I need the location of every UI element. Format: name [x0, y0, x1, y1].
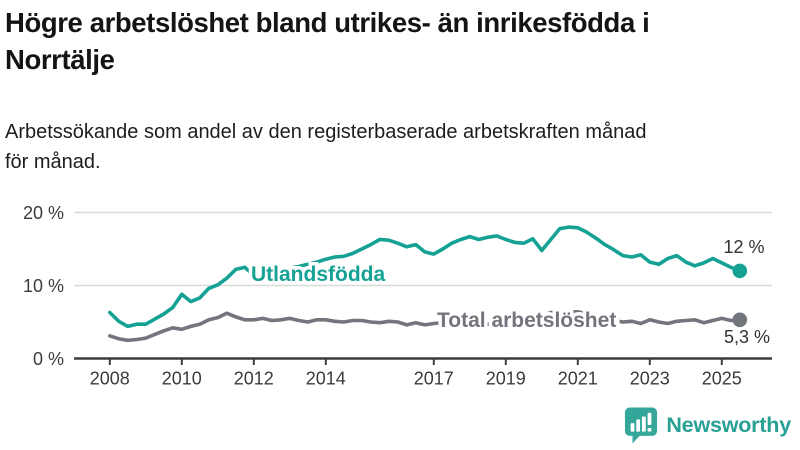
- logo-bar-2: [636, 419, 641, 432]
- newsworthy-logo: Newsworthy: [624, 407, 791, 444]
- end-value-label-total-arbetsloshet: 5,3 %: [724, 327, 770, 347]
- y-axis-tick-label: 20 %: [23, 203, 64, 223]
- chart-title: Högre arbetslöshet bland utrikes- än inr…: [5, 4, 797, 78]
- logo-bar-3: [642, 416, 647, 432]
- chart-subtitle-line-1: Arbetssökande som andel av den registerb…: [5, 121, 647, 143]
- logo-exclamation-dot: [647, 427, 652, 432]
- x-axis-tick-label: 2025: [702, 369, 742, 389]
- y-axis-tick-label: 0 %: [33, 349, 64, 369]
- chart-subtitle: Arbetssökande som andel av den registerb…: [5, 117, 793, 177]
- x-axis-tick-label: 2021: [558, 369, 598, 389]
- series-label-utlandsfodda: Utlandsfödda: [251, 263, 385, 286]
- series-line-utlandsfodda: [108, 225, 742, 329]
- newsworthy-logo-icon: [625, 407, 658, 444]
- x-axis-tick-label: 2019: [486, 369, 526, 389]
- newsworthy-logo-text: Newsworthy: [666, 413, 791, 437]
- logo-speech-bubble: [625, 407, 658, 444]
- x-axis-tick-label: 2014: [306, 369, 346, 389]
- y-axis-tick-label: 10 %: [23, 276, 64, 296]
- logo-exclamation-bar: [647, 412, 652, 426]
- chart-title-line-2: Norrtälje: [5, 44, 115, 75]
- logo-bar-1: [630, 423, 635, 432]
- x-axis-tick-label: 2012: [234, 369, 274, 389]
- end-dot-utlandsfodda: [732, 263, 748, 279]
- chart-subtitle-line-2: för månad.: [5, 151, 101, 173]
- chart-title-line-1: Högre arbetslöshet bland utrikes- än inr…: [5, 7, 650, 38]
- series-label-total-arbetsloshet: Total arbetslöshet: [437, 309, 616, 332]
- x-axis-tick-label: 2017: [414, 369, 454, 389]
- end-value-label-utlandsfodda: 12 %: [723, 237, 764, 257]
- x-axis-tick-label: 2008: [90, 369, 130, 389]
- end-dot-total-arbetsloshet: [732, 312, 748, 328]
- x-axis-tick-label: 2010: [162, 369, 202, 389]
- series-line-total-arbetsloshet: [108, 309, 742, 343]
- x-axis-tick-label: 2023: [630, 369, 670, 389]
